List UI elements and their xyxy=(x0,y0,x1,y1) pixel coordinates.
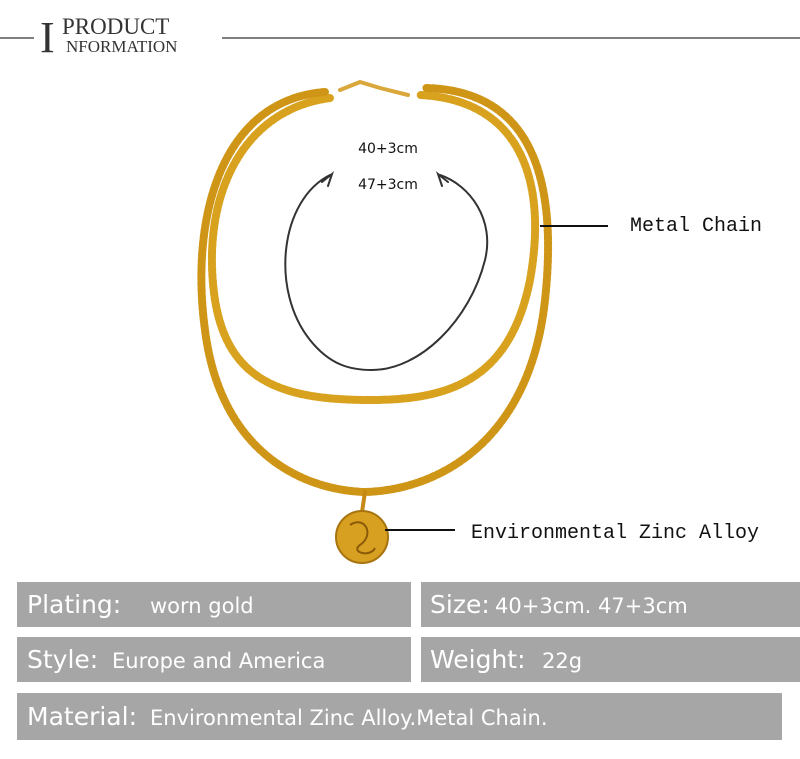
clasp xyxy=(338,79,410,97)
spec-value: Europe and America xyxy=(112,649,325,673)
header-line: PRODUCT xyxy=(62,14,169,39)
spec-box xyxy=(421,582,800,627)
header-line: NFORMATION xyxy=(66,37,177,56)
spec-value: worn gold xyxy=(150,594,254,618)
bail xyxy=(360,490,367,514)
necklace xyxy=(197,79,552,514)
cord xyxy=(284,174,489,372)
arrow-heads xyxy=(321,171,449,187)
header-initial: I xyxy=(40,13,55,62)
length-label: 47+3cm xyxy=(358,177,418,193)
callout-label: Environmental Zinc Alloy xyxy=(471,522,759,545)
spec-value: 40+3cm. 47+3cm xyxy=(495,594,688,618)
spec-label: Material: xyxy=(27,702,137,731)
spec-box xyxy=(17,637,411,682)
spec-box xyxy=(17,693,782,740)
pendant xyxy=(335,510,389,564)
spec-box xyxy=(421,637,800,682)
inner-chain xyxy=(208,91,540,405)
spec-label: Style: xyxy=(27,645,98,674)
spec-label: Size: xyxy=(430,590,490,619)
spec-box xyxy=(17,582,411,627)
pendant-relief xyxy=(349,521,376,555)
callout-label: Metal Chain xyxy=(630,215,762,238)
spec-label: Weight: xyxy=(430,645,526,674)
spec-value: Environmental Zinc Alloy.Metal Chain. xyxy=(150,706,548,730)
spec-label: Plating: xyxy=(27,590,121,619)
length-label: 40+3cm xyxy=(358,141,418,157)
spec-value: 22g xyxy=(542,649,582,673)
